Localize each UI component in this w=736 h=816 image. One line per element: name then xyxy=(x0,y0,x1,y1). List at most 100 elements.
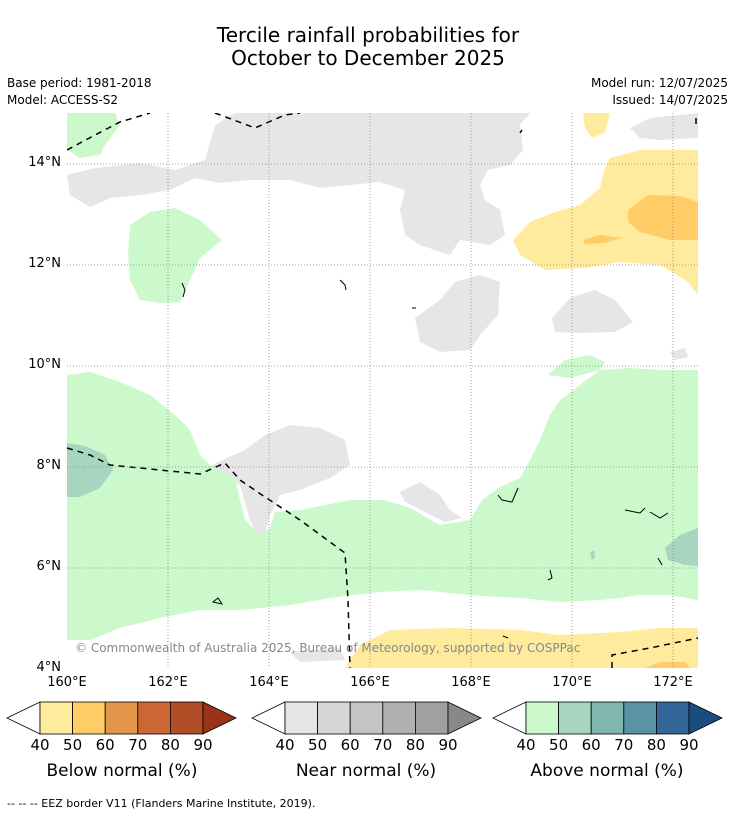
colorbar-over-triangle xyxy=(202,701,237,735)
colorbar-segment xyxy=(104,701,139,735)
colorbar-segment xyxy=(590,701,625,735)
lon-label: 162°E xyxy=(148,675,188,690)
lon-label: 168°E xyxy=(451,675,491,690)
colorbar-segment xyxy=(382,701,416,735)
island-outline xyxy=(624,507,669,519)
below-normal-region-core xyxy=(628,195,698,240)
legend-title-below: Below normal (%) xyxy=(46,761,198,781)
colorbar-tick-label: 60 xyxy=(95,736,115,754)
colorbar-under-triangle xyxy=(251,701,286,735)
island-outline xyxy=(502,635,509,639)
lat-label: 4°N xyxy=(36,660,62,675)
lon-label: 160°E xyxy=(47,675,87,690)
colorbar-tick-label: 90 xyxy=(679,736,699,754)
model-run: Model run: 12/07/2025 xyxy=(590,76,728,90)
below-normal-region-south xyxy=(345,628,698,668)
above-normal-regions xyxy=(67,113,698,640)
map-gridlines xyxy=(67,113,698,668)
colorbar-under-triangle xyxy=(6,701,41,735)
island-outline xyxy=(547,569,553,581)
colorbar-segment xyxy=(317,701,351,735)
colorbar-tick-label: 70 xyxy=(373,736,393,754)
below-normal-region-northeast xyxy=(513,150,698,295)
colorbar-tick-label: 50 xyxy=(549,736,569,754)
above-normal-50-west xyxy=(67,443,113,497)
colorbar-tick-label: 40 xyxy=(275,736,295,754)
eez-border-north xyxy=(67,113,301,151)
colorbar-tick-label: 70 xyxy=(128,736,148,754)
eez-border-lines xyxy=(67,113,698,668)
colorbar-over-triangle xyxy=(688,701,723,735)
island-outlines xyxy=(181,279,669,639)
lon-label: 170°E xyxy=(552,675,592,690)
colorbar-tick-label: 80 xyxy=(646,736,666,754)
colorbar-segment xyxy=(349,701,384,735)
colorbar-tick-label: 80 xyxy=(405,736,425,754)
eez-border-west xyxy=(67,447,351,668)
colorbar-near-normal xyxy=(251,701,482,735)
colorbar-tick-label: 90 xyxy=(193,736,213,754)
below-normal-region-top xyxy=(583,113,610,138)
colorbar-segment xyxy=(137,701,171,735)
colorbar-tick-label: 80 xyxy=(160,736,180,754)
colorbar-segment xyxy=(656,701,690,735)
near-normal-region-north xyxy=(67,113,530,255)
above-normal-50-east xyxy=(665,528,698,566)
model-name: Model: ACCESS-S2 xyxy=(7,93,119,107)
eez-footnote: -- -- -- EEZ border V11 (Flanders Marine… xyxy=(7,797,316,810)
below-normal-region-south-core xyxy=(645,662,690,668)
copyright-text: © Commonwealth of Australia 2025, Bureau… xyxy=(75,641,580,655)
island-outline xyxy=(497,487,519,503)
above-normal-region-west xyxy=(128,208,222,303)
colorbar-tick-label: 50 xyxy=(63,736,83,754)
above-normal-50-small xyxy=(590,550,595,560)
lon-label: 166°E xyxy=(350,675,390,690)
colorbar-tick-label: 70 xyxy=(614,736,634,754)
colorbar-segment xyxy=(284,701,318,735)
near-normal-region-south xyxy=(290,648,345,662)
rainfall-map: © Commonwealth of Australia 2025, Bureau… xyxy=(67,113,698,668)
near-normal-region-east-small xyxy=(670,348,688,360)
colorbar-segment xyxy=(525,701,559,735)
above-normal-region-northwest xyxy=(67,113,120,158)
lat-label: 14°N xyxy=(28,155,61,170)
colorbar-tick-label: 40 xyxy=(516,736,536,754)
colorbar-tick-label: 50 xyxy=(308,736,328,754)
above-normal-region-green-top xyxy=(548,355,605,378)
colorbar-segment xyxy=(39,701,73,735)
colorbar-under-triangle xyxy=(492,701,527,735)
near-normal-region-northeast xyxy=(630,113,698,140)
colorbar-tick-label: 60 xyxy=(340,736,360,754)
island-outline xyxy=(339,279,347,291)
island-outline xyxy=(211,597,224,605)
lat-label: 12°N xyxy=(28,256,61,271)
lon-label: 164°E xyxy=(249,675,289,690)
base-period: Base period: 1981-2018 xyxy=(7,76,152,90)
above-normal-region-south-band xyxy=(67,368,698,640)
issued-date: Issued: 14/07/2025 xyxy=(612,93,728,107)
colorbar-tick-label: 40 xyxy=(30,736,50,754)
colorbar-below-normal xyxy=(6,701,237,735)
lat-label: 6°N xyxy=(36,559,62,574)
legend-title-near: Near normal (%) xyxy=(295,761,437,781)
lat-label: 10°N xyxy=(28,357,61,372)
eez-border-northeast xyxy=(519,118,697,134)
below-normal-regions xyxy=(345,113,698,668)
colorbar-segment xyxy=(169,701,204,735)
near-normal-region-center xyxy=(415,275,500,352)
near-normal-region-central-south xyxy=(205,425,350,545)
map-title-line2: October to December 2025 xyxy=(231,46,505,70)
near-normal-region-east xyxy=(552,290,633,333)
lat-label: 8°N xyxy=(36,458,62,473)
lon-label: 172°E xyxy=(653,675,693,690)
colorbar-segment xyxy=(72,701,106,735)
colorbar-tick-label: 60 xyxy=(581,736,601,754)
colorbar-segment xyxy=(623,701,657,735)
near-normal-region-small xyxy=(400,482,462,522)
island-outline xyxy=(657,557,663,566)
island-outline xyxy=(181,282,186,298)
colorbar-above-normal xyxy=(492,701,723,735)
legend-title-above: Above normal (%) xyxy=(530,761,684,781)
colorbar-segment xyxy=(558,701,592,735)
map-title-line1: Tercile rainfall probabilities for xyxy=(216,23,520,47)
